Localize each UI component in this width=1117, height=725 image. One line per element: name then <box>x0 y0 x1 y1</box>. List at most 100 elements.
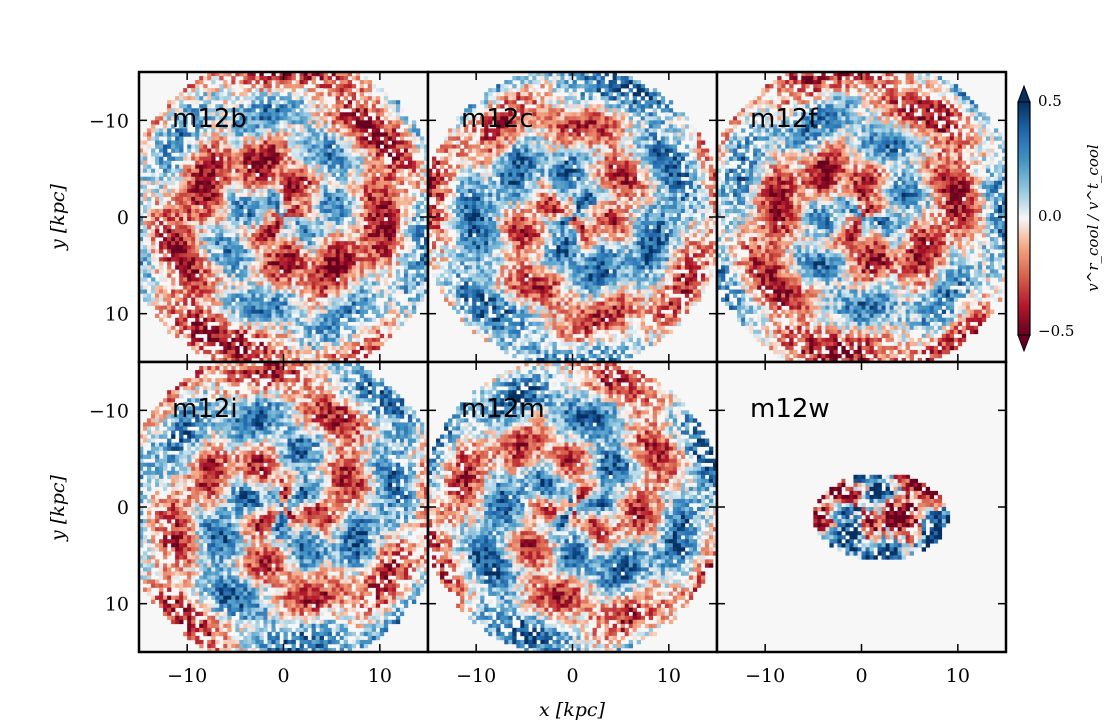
heatmap-cell <box>279 265 284 270</box>
heatmap-cell <box>452 249 457 254</box>
heatmap-cell <box>255 225 260 230</box>
heatmap-cell <box>223 321 228 327</box>
heatmap-cell <box>371 124 377 129</box>
heatmap-cell <box>183 233 188 238</box>
heatmap-cell <box>167 200 172 206</box>
heatmap-cell <box>267 212 272 218</box>
heatmap-cell <box>423 261 429 266</box>
heatmap-cell <box>215 112 220 117</box>
heatmap-cell <box>291 329 296 335</box>
heatmap-cell <box>287 204 292 210</box>
heatmap-cell <box>504 112 509 117</box>
heatmap-cell <box>303 132 308 137</box>
heatmap-cell <box>143 156 148 161</box>
heatmap-cell <box>275 88 280 93</box>
heatmap-cell <box>355 172 361 178</box>
heatmap-cell <box>227 84 232 89</box>
heatmap-cell <box>159 140 164 145</box>
heatmap-cell <box>468 265 473 270</box>
heatmap-cell <box>167 233 172 238</box>
heatmap-cell <box>219 325 224 331</box>
heatmap-cell <box>235 200 240 206</box>
heatmap-cell <box>484 337 489 343</box>
heatmap-cell <box>159 188 164 194</box>
heatmap-cell <box>456 140 461 145</box>
heatmap-cell <box>307 156 312 161</box>
heatmap-cell <box>331 249 336 254</box>
heatmap-cell <box>492 305 497 310</box>
heatmap-cell <box>219 349 224 355</box>
heatmap-cell <box>423 156 429 161</box>
heatmap-cell <box>423 237 429 242</box>
heatmap-cell <box>251 273 256 278</box>
heatmap-cell <box>415 225 421 230</box>
heatmap-cell <box>159 285 164 290</box>
heatmap-cell <box>171 144 176 149</box>
heatmap-cell <box>283 132 288 137</box>
heatmap-cell <box>271 136 276 141</box>
heatmap-cell <box>319 225 324 230</box>
heatmap-cell <box>423 148 429 153</box>
heatmap-cell <box>179 337 184 343</box>
heatmap-cell <box>303 156 308 161</box>
heatmap-cell <box>500 225 505 230</box>
heatmap-cell <box>171 168 176 173</box>
heatmap-cell <box>251 249 256 254</box>
heatmap-cell <box>504 116 509 121</box>
heatmap-cell <box>476 188 481 194</box>
heatmap-cell <box>311 249 316 254</box>
heatmap-cell <box>263 253 268 258</box>
heatmap-cell <box>460 229 465 234</box>
heatmap-cell <box>199 76 204 81</box>
heatmap-cell <box>355 72 361 77</box>
heatmap-cell <box>448 265 453 270</box>
heatmap-cell <box>323 200 328 206</box>
heatmap-cell <box>203 96 208 101</box>
heatmap-cell <box>343 152 349 157</box>
heatmap-cell <box>399 108 405 113</box>
heatmap-cell <box>379 217 385 222</box>
heatmap-cell <box>179 128 184 133</box>
heatmap-cell <box>375 96 381 101</box>
heatmap-cell <box>363 144 369 149</box>
heatmap-cell <box>299 208 304 214</box>
heatmap-cell <box>155 229 160 234</box>
heatmap-cell <box>299 309 304 314</box>
heatmap-cell <box>279 277 284 282</box>
heatmap-cell <box>407 128 413 133</box>
heatmap-cell <box>339 156 344 161</box>
heatmap-cell <box>219 108 224 113</box>
heatmap-cell <box>283 301 288 306</box>
heatmap-cell <box>500 297 505 302</box>
heatmap-cell <box>295 229 300 234</box>
heatmap-cell <box>448 136 453 141</box>
heatmap-cell <box>367 140 373 145</box>
heatmap-cell <box>496 329 501 335</box>
heatmap-cell <box>468 132 473 137</box>
heatmap-cell <box>203 289 208 294</box>
heatmap-cell <box>307 152 312 157</box>
heatmap-cell <box>275 140 280 145</box>
heatmap-cell <box>271 164 276 169</box>
heatmap-cell <box>207 128 212 133</box>
heatmap-cell <box>191 84 196 89</box>
heatmap-cell <box>411 128 417 133</box>
heatmap-cell <box>203 341 208 347</box>
heatmap-cell <box>171 212 176 218</box>
heatmap-cell <box>271 204 276 210</box>
heatmap-cell <box>448 253 453 258</box>
heatmap-cell <box>279 337 284 343</box>
heatmap-cell <box>163 188 168 194</box>
heatmap-cell <box>247 96 252 101</box>
heatmap-cell <box>355 188 361 194</box>
heatmap-cell <box>279 289 284 294</box>
heatmap-cell <box>444 245 449 250</box>
heatmap-cell <box>259 176 264 182</box>
heatmap-cell <box>191 269 196 274</box>
heatmap-cell <box>359 208 365 214</box>
heatmap-cell <box>203 261 208 266</box>
heatmap-cell <box>327 144 332 149</box>
heatmap-cell <box>500 341 505 347</box>
heatmap-cell <box>371 301 377 306</box>
heatmap-cell <box>331 104 336 109</box>
